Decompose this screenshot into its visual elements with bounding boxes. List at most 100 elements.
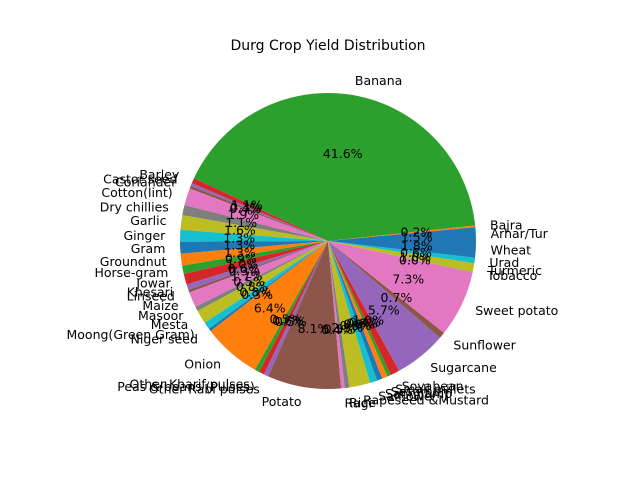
slice-label-barley: Barley xyxy=(139,167,180,182)
pie-percent-labels: 1.5%0.2%41.6%1.1%0.3%0.4%1.9%1.1%1.6%1.3… xyxy=(223,146,432,337)
slice-rice xyxy=(328,241,350,389)
slice-label-khesari: Khesari xyxy=(127,284,174,299)
percent-label-linseed: 0.3% xyxy=(229,264,261,279)
slice-cotton-lint xyxy=(184,188,328,241)
slice-arhar-tur xyxy=(328,227,476,241)
slice-label-banana: Banana xyxy=(355,73,402,88)
slice-label-dry-chillies: Dry chillies xyxy=(100,200,169,215)
percent-label-dry-chillies: 1.1% xyxy=(225,215,257,230)
slice-label-sesamum: Sesamum xyxy=(391,384,453,399)
slice-label-rice: Rice xyxy=(349,395,376,410)
slice-horse-gram xyxy=(182,241,328,274)
percent-label-cotton-lint: 1.9% xyxy=(227,207,259,222)
slice-sesamum xyxy=(328,241,388,379)
slice-label-maize: Maize xyxy=(142,298,178,313)
slice-label-sannhamp: Sannhamp xyxy=(385,386,452,401)
percent-label-garlic: 1.6% xyxy=(224,222,256,237)
slice-label-arhar-tur: Arhar/Tur xyxy=(491,226,549,241)
slice-label-gram: Gram xyxy=(131,241,166,256)
slice-label-safflower: Safflower xyxy=(378,388,437,403)
slice-label-jowar: Jowar xyxy=(135,276,171,291)
slice-label-other-kharif-pulses: Other Kharif pulses xyxy=(130,376,250,391)
percent-label-sannhamp: 0.6% xyxy=(343,317,375,332)
percent-label-jowar: 1.0% xyxy=(226,256,258,271)
percent-label-arhar-tur: 1.5% xyxy=(401,229,433,244)
slice-groundnut xyxy=(180,241,328,266)
percent-label-sesamum: 0.6% xyxy=(346,316,378,331)
slice-coriander xyxy=(189,185,328,241)
slice-barley xyxy=(191,178,328,241)
percent-label-sunflower: 0.7% xyxy=(381,290,413,305)
slice-dry-chillies xyxy=(182,205,328,241)
percent-label-coriander: 0.4% xyxy=(229,201,261,216)
percent-label-turmeric: 1.0% xyxy=(399,250,431,265)
percent-label-horse-gram: 0.9% xyxy=(225,251,257,266)
slice-gram xyxy=(180,241,328,254)
slice-label-ginger: Ginger xyxy=(123,228,166,243)
slice-maize xyxy=(189,241,328,307)
percent-label-mesta: 0.8% xyxy=(236,279,268,294)
percent-label-rice: 0.5% xyxy=(324,322,356,337)
slice-label-rapeseed-mustard: Rapeseed &Mustard xyxy=(363,393,489,408)
slice-moong-green-gram xyxy=(204,241,328,329)
slice-garlic xyxy=(180,215,328,241)
slice-onion xyxy=(210,241,328,370)
slice-safflower xyxy=(328,241,378,383)
slice-bajra xyxy=(328,225,476,241)
slice-label-turmeric: Turmeric xyxy=(487,263,542,278)
percent-label-castor-seed: 0.3% xyxy=(230,200,262,215)
pie-slices xyxy=(179,92,476,389)
slice-rapeseed-mustard xyxy=(328,241,371,388)
slice-castor-seed xyxy=(190,183,328,241)
slice-sunflower xyxy=(328,241,445,338)
slice-label-coriander: Coriander xyxy=(115,174,177,189)
percent-label-gram: 1.3% xyxy=(223,238,255,253)
slice-label-ragi: Ragi xyxy=(345,396,372,411)
slice-label-small-millets: Small millets xyxy=(395,382,475,397)
percent-label-groundnut: 1.3% xyxy=(224,245,256,260)
percent-label-rapeseed-mustard: 2.3% xyxy=(331,320,363,335)
slice-label-mesta: Mesta xyxy=(151,317,189,332)
slice-tobacco xyxy=(328,241,473,273)
percent-label-wheat: 1.8% xyxy=(401,239,433,254)
slice-sweet-potato xyxy=(328,241,473,333)
slice-label-horse-gram: Horse-gram xyxy=(94,265,168,280)
percent-label-bajra: 0.2% xyxy=(401,225,433,240)
percent-label-soyabean: 1.0% xyxy=(352,313,384,328)
percent-label-maize: 1.7% xyxy=(231,269,263,284)
percent-label-peas-beans-pulses: 0.6% xyxy=(272,313,304,328)
slice-label-urad: Urad xyxy=(489,255,519,270)
slice-peas-beans-pulses xyxy=(258,241,328,375)
slice-khesari xyxy=(186,241,328,290)
slice-sannhamp xyxy=(328,241,383,381)
slice-sugarcane xyxy=(328,241,440,371)
slice-label-niger-seed: Niger seed xyxy=(131,331,198,346)
percent-label-moong-green-gram: 0.8% xyxy=(239,284,271,299)
percent-label-small-millets: 0.4% xyxy=(349,314,381,329)
slice-label-soyabean: Soyabean xyxy=(402,379,464,394)
slice-masoor xyxy=(195,241,328,311)
slice-jowar xyxy=(183,241,328,285)
slice-ragi xyxy=(328,241,345,389)
percent-label-khesari: 0.6% xyxy=(228,261,260,276)
slice-label-moong-green-gram: Moong(Green Gram) xyxy=(67,327,195,342)
percent-label-ginger: 1.3% xyxy=(223,230,255,245)
slice-ginger xyxy=(179,229,328,242)
slice-banana xyxy=(193,92,476,241)
chart-title: Durg Crop Yield Distribution xyxy=(230,38,425,54)
percent-label-masoor: 0.5% xyxy=(233,274,265,289)
percent-label-tobacco: 0.0% xyxy=(399,252,431,267)
percent-label-safflower: 0.8% xyxy=(340,318,372,333)
slice-turmeric xyxy=(328,241,475,273)
slice-label-castor-seed: Castor seed xyxy=(103,171,177,186)
slice-label-peas-beans-pulses: Peas & beans (Pulses) xyxy=(117,379,255,394)
slice-label-garlic: Garlic xyxy=(130,213,166,228)
slice-small-millets xyxy=(328,241,391,377)
slice-other-rabi-pulses xyxy=(263,241,328,377)
slice-linseed xyxy=(188,241,328,293)
slice-potato xyxy=(268,241,342,389)
percent-label-onion: 6.4% xyxy=(254,301,286,316)
